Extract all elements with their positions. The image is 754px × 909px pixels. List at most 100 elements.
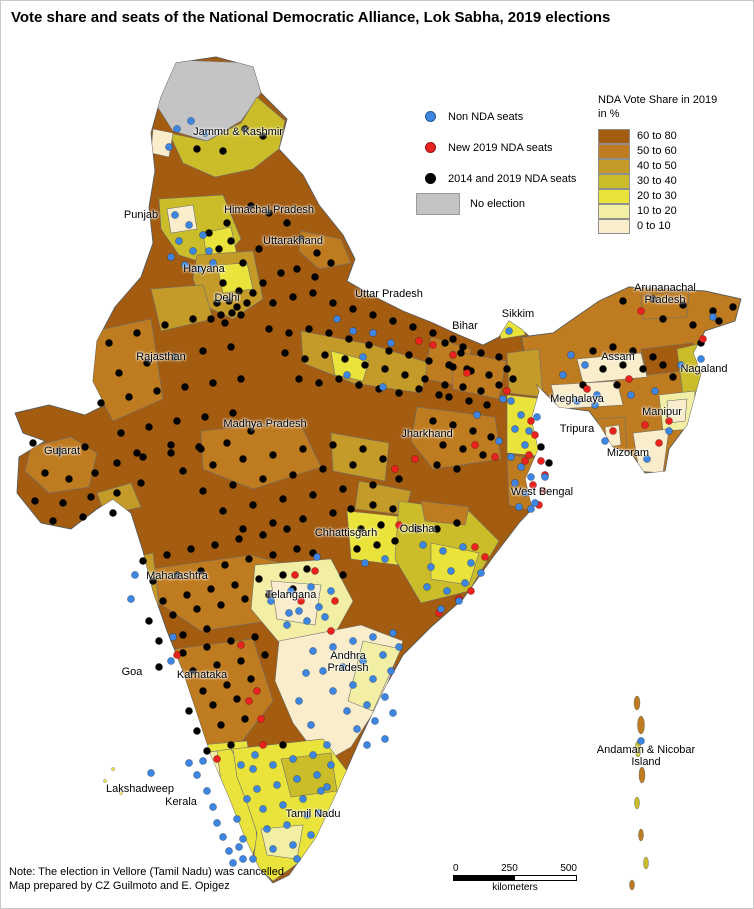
non-nda-seat-dot <box>455 597 463 605</box>
nda-2014-2019-seat-dot <box>65 475 73 483</box>
nda-2014-2019-seat-dot <box>649 353 657 361</box>
new-2019-nda-seat-dot <box>537 457 545 465</box>
nda-2014-2019-seat-dot <box>269 451 277 459</box>
non-nda-seat-dot <box>521 441 529 449</box>
non-nda-seat-dot <box>419 541 427 549</box>
non-nda-seat-dot <box>323 741 331 749</box>
non-nda-seat-dot <box>199 757 207 765</box>
nda-2014-2019-seat-dot <box>81 443 89 451</box>
non-nda-seat-dot <box>349 637 357 645</box>
nda-2014-2019-seat-dot <box>445 393 453 401</box>
nda-2014-2019-seat-dot <box>149 577 157 585</box>
nda-2014-2019-seat-dot <box>269 299 277 307</box>
nda-2014-2019-seat-dot <box>199 687 207 695</box>
non-nda-seat-dot <box>387 667 395 675</box>
new-2019-nda-seat-dot <box>429 341 437 349</box>
new-2019-nda-seat-dot <box>213 755 221 763</box>
note-line-2: Map prepared by CZ Guilmoto and E. Opige… <box>9 880 230 892</box>
swatch-c40_50 <box>598 158 630 174</box>
new-2019-nda-seat-dot <box>467 587 475 595</box>
non-nda-seat-dot <box>321 613 329 621</box>
nda-2014-2019-seat-dot <box>217 311 225 319</box>
nda-2014-2019-seat-dot <box>347 505 355 513</box>
nda-2014-2019-seat-dot <box>421 375 429 383</box>
non-nda-seat-dot <box>302 669 310 677</box>
non-nda-seat-dot <box>193 771 201 779</box>
new-2019-nda-seat-dot <box>527 417 535 425</box>
nda-2014-2019-seat-dot <box>245 555 253 563</box>
nda-2014-2019-seat-dot <box>173 417 181 425</box>
non-nda-seat-dot <box>263 825 271 833</box>
nda-2014-2019-seat-dot <box>265 325 273 333</box>
non-nda-seat-dot <box>437 605 445 613</box>
nda-2014-2019-seat-dot <box>241 715 249 723</box>
non-nda-seat-dot <box>283 621 291 629</box>
new-2019-nda-seat-dot <box>391 465 399 473</box>
nda-2014-2019-seat-dot <box>255 575 263 583</box>
non-nda-seat-dot <box>131 571 139 579</box>
nda-2014-2019-seat-dot <box>449 335 457 343</box>
non-nda-seat-dot <box>219 833 227 841</box>
nda-2014-2019-seat-dot <box>449 363 457 371</box>
non-nda-seat-dot <box>533 413 541 421</box>
nda-2014-2019-seat-dot <box>29 439 37 447</box>
vote-share-class-c60_80: 60 to 80 <box>598 128 748 144</box>
nda-2014-2019-seat-dot <box>41 469 49 477</box>
nda-2014-2019-seat-dot <box>279 571 287 579</box>
non-nda-seat-dot <box>389 709 397 717</box>
legend-no-election: No election <box>416 193 525 215</box>
nda-2014-2019-seat-dot <box>213 299 221 307</box>
nda-2014-2019-seat-dot <box>321 351 329 359</box>
nda-2014-2019-seat-dot <box>293 265 301 273</box>
nda-2014-2019-seat-dot <box>459 343 467 351</box>
nda-2014-2019-seat-dot <box>237 375 245 383</box>
scale-bar-unit: kilometers <box>492 882 538 893</box>
non-nda-seat-dot <box>209 803 217 811</box>
label-c40_50: 40 to 50 <box>637 160 677 173</box>
non-nda-seat-dot <box>387 339 395 347</box>
nda-2014-2019-seat-dot <box>319 465 327 473</box>
nda-2014-2019-seat-dot <box>105 339 113 347</box>
new-2019-nda-seat-dot <box>259 741 267 749</box>
non-nda-seat-dot <box>369 675 377 683</box>
swatch-c0_10 <box>598 218 630 234</box>
nda-2014-2019-seat-dot <box>459 383 467 391</box>
both_nda-label: 2014 and 2019 NDA seats <box>448 172 577 185</box>
region-meghalaya <box>550 380 624 410</box>
non-nda-seat-dot <box>439 547 447 555</box>
nda-2014-2019-seat-dot <box>229 409 237 417</box>
nda-2014-2019-seat-dot <box>173 571 181 579</box>
non-nda-seat-dot <box>651 387 659 395</box>
non-nda-seat-dot <box>459 543 467 551</box>
nda-2014-2019-seat-dot <box>247 202 255 210</box>
region-up-yellow <box>330 350 370 382</box>
new_nda-dot-swatch <box>425 142 436 153</box>
vote-share-class-c0_10: 0 to 10 <box>598 218 748 234</box>
nda-2014-2019-seat-dot <box>207 585 215 593</box>
nda-2014-2019-seat-dot <box>441 381 449 389</box>
region-haryana-yellow <box>216 262 254 294</box>
nda-2014-2019-seat-dot <box>209 701 217 709</box>
non-nda-seat-dot <box>499 395 507 403</box>
nda-2014-2019-seat-dot <box>227 741 235 749</box>
region-punjab-cream <box>166 204 198 234</box>
non-nda-seat-dot <box>313 553 321 561</box>
non-nda-seat-dot <box>239 835 247 843</box>
region-mp-mid <box>200 420 322 490</box>
non-nda-seat-dot <box>363 701 371 709</box>
non-nda-seat-dot <box>517 411 525 419</box>
nda-2014-2019-seat-dot <box>259 475 267 483</box>
new-2019-nda-seat-dot <box>411 455 419 463</box>
non-nda-seat-dot <box>259 805 267 813</box>
seat-dots-layer <box>29 117 737 867</box>
nda-2014-2019-seat-dot <box>59 499 67 507</box>
nda-2014-2019-seat-dot <box>227 343 235 351</box>
page-title: Vote share and seats of the National Dem… <box>11 9 611 26</box>
non-nda-seat-dot <box>593 391 601 399</box>
nda-2014-2019-seat-dot <box>249 289 257 297</box>
non-nda-seat-dot <box>309 647 317 655</box>
new-2019-nda-seat-dot <box>471 543 479 551</box>
nda-2014-2019-seat-dot <box>477 349 485 357</box>
new-2019-nda-seat-dot <box>327 627 335 635</box>
